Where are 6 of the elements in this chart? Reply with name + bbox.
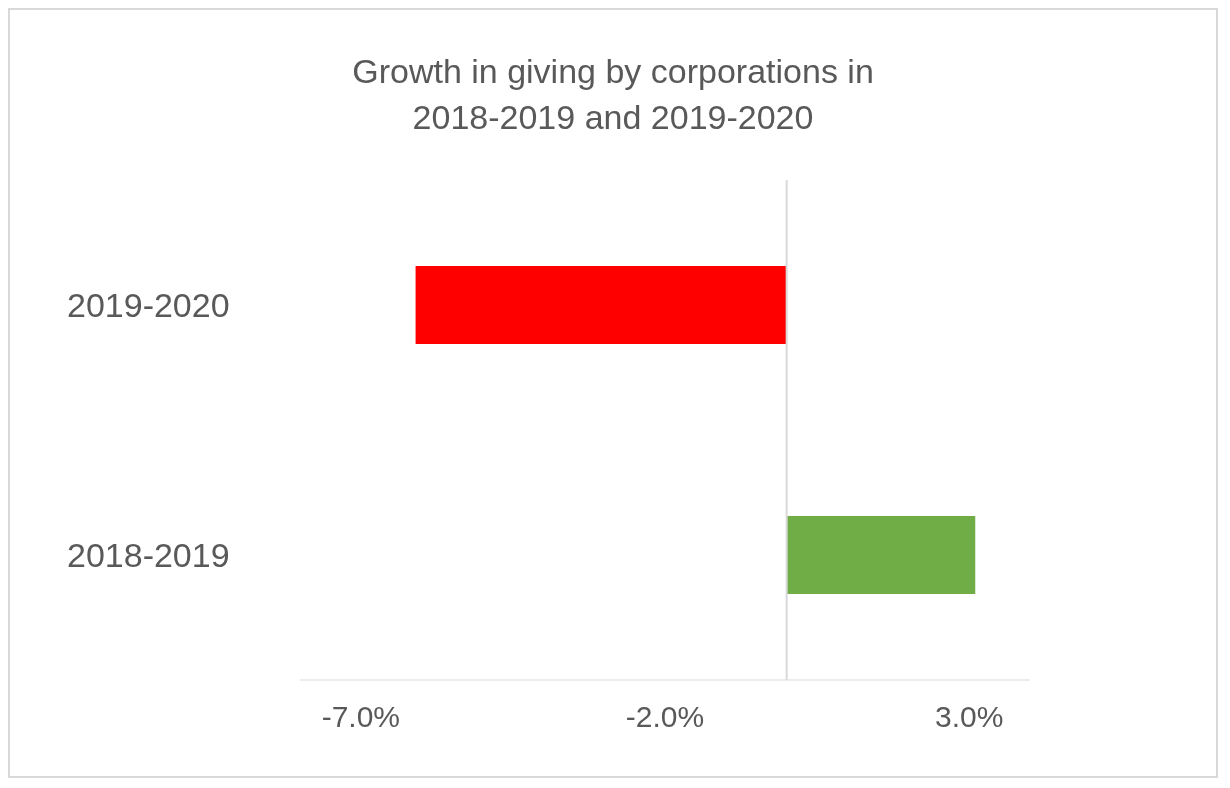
y-tick-label: 2018-2019 bbox=[67, 536, 230, 575]
x-tick-label: -7.0% bbox=[321, 700, 401, 734]
y-tick-label: 2019-2020 bbox=[67, 286, 230, 325]
x-tick-label: 3.0% bbox=[934, 700, 1004, 734]
chart-title: Growth in giving by corporations in 2018-2019 and 2019-2020 bbox=[351, 51, 875, 138]
x-tick-label: -2.0% bbox=[625, 700, 705, 734]
